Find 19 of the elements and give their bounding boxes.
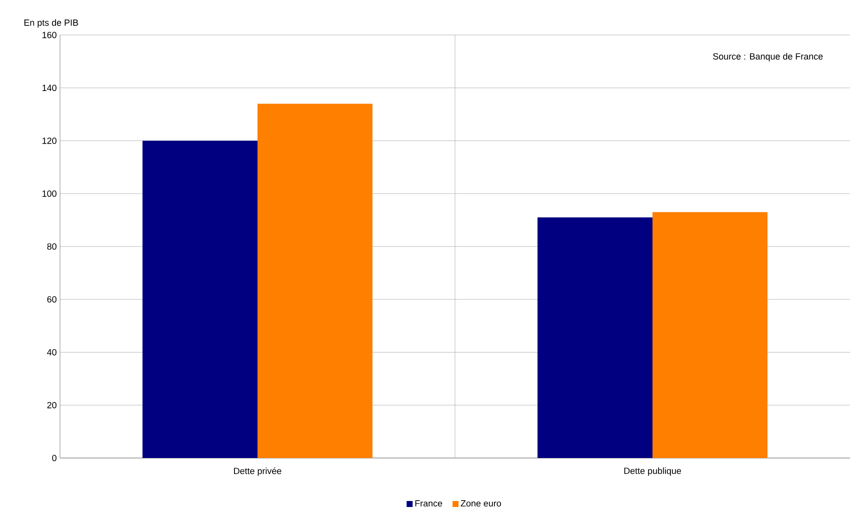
y-tick-label: 160 (42, 32, 56, 38)
y-tick-label: 40 (47, 349, 56, 356)
x-tick-label: Dette privée (234, 467, 282, 476)
y-tick-label: 0 (52, 454, 56, 462)
y-tick-label: 80 (47, 243, 56, 250)
y-tick-label: 100 (42, 190, 56, 197)
bar (142, 140, 258, 458)
legend-label: France (415, 500, 442, 507)
y-tick-label: 60 (47, 296, 56, 303)
y-tick-label: 120 (42, 138, 56, 144)
annotation: Source : Banque de France (713, 52, 823, 62)
bar (652, 212, 768, 458)
y-axis-title: En pts de PIB (24, 19, 78, 28)
bar (538, 217, 653, 458)
legend-label: Zone euro (460, 500, 501, 507)
y-tick-label: 140 (42, 84, 56, 92)
bar (258, 104, 373, 458)
x-tick-label: Dette publique (624, 467, 682, 476)
y-tick-label: 20 (47, 402, 56, 408)
